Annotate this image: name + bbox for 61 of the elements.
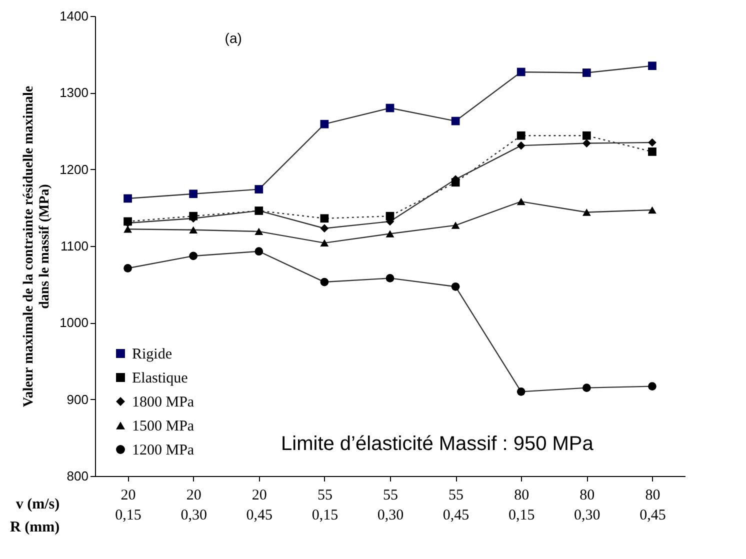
point <box>124 194 132 203</box>
point <box>582 139 591 148</box>
point <box>320 224 329 233</box>
point <box>320 239 329 247</box>
point <box>516 198 526 206</box>
point <box>320 278 329 286</box>
point <box>648 62 656 70</box>
point <box>516 141 526 150</box>
x-tick-label: 55 0,45 <box>442 488 470 524</box>
y-tick-label: 1400 <box>60 8 88 24</box>
y-tick-label: 1200 <box>60 162 88 177</box>
x-tick-label: 80 0,15 <box>508 488 535 524</box>
point <box>582 68 591 77</box>
point <box>451 282 460 291</box>
point <box>648 138 656 147</box>
point <box>582 131 591 140</box>
x-tick-label: 80 0,30 <box>574 488 600 524</box>
point <box>516 387 526 396</box>
y-axis-title: Valeur maximale de la contrainte résiduelle maximale dans le massif (MPa) <box>22 86 53 408</box>
y-tick-label: 1300 <box>60 85 88 100</box>
y-tick-label: 1100 <box>60 238 88 254</box>
y-tick-label: 800 <box>66 468 88 484</box>
point <box>189 252 198 260</box>
point <box>386 230 394 238</box>
point <box>254 228 264 236</box>
annotation: Limite d’élasticité Massif : 950 MPa <box>281 432 594 455</box>
legend-label: 1500 MPa <box>132 418 194 434</box>
x-tick-label: 20 0,45 <box>246 488 273 524</box>
x-tick-label: 20 0,15 <box>115 488 142 524</box>
x-tick-label: 55 0,15 <box>312 488 338 524</box>
point <box>451 116 460 126</box>
y-tick-label: 900 <box>66 392 88 407</box>
point <box>320 214 329 223</box>
point <box>189 226 198 234</box>
point <box>386 274 394 282</box>
legend-label: 1800 MPa <box>132 394 194 410</box>
point <box>124 226 132 233</box>
point <box>648 148 656 156</box>
point <box>582 384 591 392</box>
legend-label: Rigide <box>132 346 172 362</box>
point <box>254 185 264 194</box>
text: R (mm) <box>10 520 60 536</box>
point <box>648 206 656 214</box>
text: v (m/s) <box>16 496 60 513</box>
x-tick-label: 55 0,30 <box>377 488 404 524</box>
x-tick-label: 80 0,45 <box>640 488 666 524</box>
point <box>189 190 198 198</box>
point <box>648 382 656 390</box>
point <box>516 68 526 76</box>
annotation: (a) <box>224 30 242 46</box>
x-tick-label: 20 0,30 <box>180 488 207 524</box>
point <box>254 247 264 256</box>
point <box>124 264 132 272</box>
y-tick-label: 1000 <box>60 315 88 330</box>
point <box>451 222 460 229</box>
point <box>516 131 526 140</box>
legend-label: 1200 MPa <box>132 442 194 458</box>
legend-label: Elastique <box>132 370 188 386</box>
point <box>386 104 394 112</box>
point <box>582 208 591 216</box>
point <box>320 120 329 128</box>
